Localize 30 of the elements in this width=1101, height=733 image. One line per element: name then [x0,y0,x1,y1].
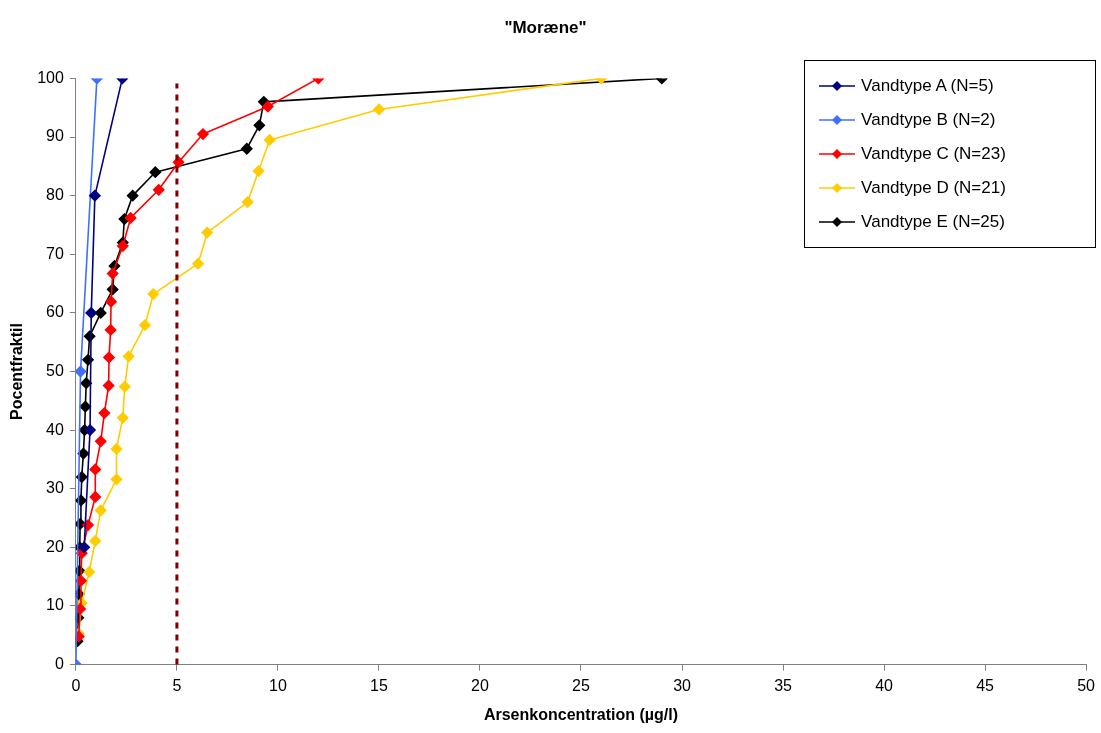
y-tick-label: 60 [46,303,64,321]
y-tick-label: 40 [46,420,64,438]
x-tick-label: 25 [572,676,590,694]
chart-title: "Moræne" [504,17,587,37]
legend-label: Vandtype A (N=5) [861,76,994,97]
y-tick-label: 30 [46,479,64,497]
y-tick-label: 100 [37,68,64,86]
y-tick-label: 80 [46,186,64,204]
y-tick-label: 0 [54,655,64,673]
x-tick-label: 35 [774,676,793,694]
x-tick-label: 15 [370,676,388,694]
legend-label: Vandtype B (N=2) [861,110,996,131]
y-tick-label: 70 [46,244,64,262]
x-tick-label: 40 [875,676,894,694]
y-tick-label: 10 [46,596,64,614]
y-axis-title: Pocentfraktil [8,323,26,420]
legend-label: Vandtype E (N=25) [861,212,1005,233]
x-tick-label: 45 [976,676,995,694]
legend-label: Vandtype D (N=21) [861,178,1006,199]
x-tick-label: 10 [269,676,287,694]
x-tick-label: 30 [673,676,692,694]
y-tick-label: 90 [46,127,64,145]
x-tick-label: 0 [71,676,81,694]
x-axis-title: Arsenkoncentration (µg/l) [483,705,679,723]
y-tick-label: 50 [46,361,64,379]
x-tick-label: 50 [1077,676,1096,694]
y-tick-label: 20 [46,537,64,555]
legend-label: Vandtype C (N=23) [861,144,1006,165]
x-tick-label: 20 [471,676,489,694]
x-tick-label: 5 [172,676,182,694]
